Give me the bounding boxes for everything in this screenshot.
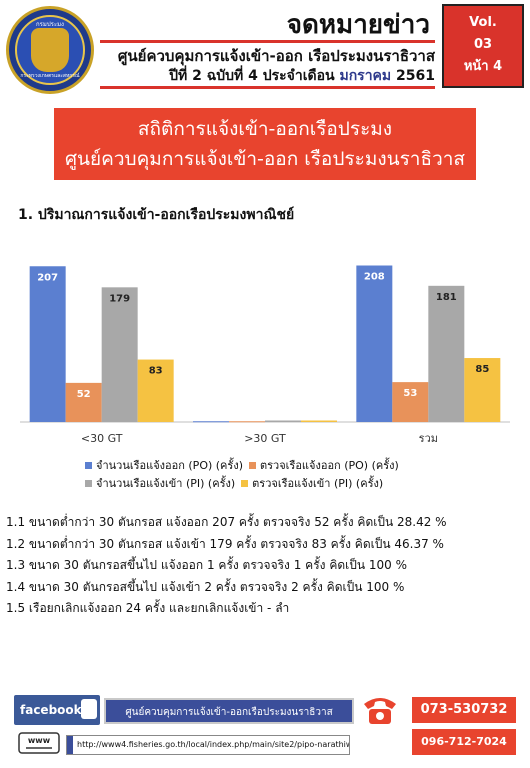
note-item: 1.2 ขนาดต่ำกว่า 30 ตันกรอส แจ้งเข้า 179 … (6, 536, 444, 551)
data-label: 208 (364, 272, 385, 283)
page-number: หน้า 4 (463, 59, 503, 74)
chart-legend: จำนวนเรือแจ้งออก (PO) (ครั้ง) ตรวจเรือแจ้… (85, 456, 465, 492)
data-label: 53 (403, 388, 417, 399)
legend-swatch (85, 461, 92, 469)
bar (301, 420, 337, 422)
issue-year: 2561 (391, 68, 435, 84)
volume-label: Vol. (469, 15, 497, 30)
facebook-page-name[interactable]: ศูนย์ควบคุมการแจ้งเข้า-ออกเรือประมงนราธิ… (104, 698, 354, 724)
logo-text-top: กรมประมง (36, 21, 64, 28)
legend-label: จำนวนเรือแจ้งออก (PO) (ครั้ง) (96, 459, 243, 472)
category-label: <30 GT (81, 432, 123, 445)
note-item: 1.3 ขนาด 30 ตันกรอสขึ้นไป แจ้งออก 1 ครั้… (6, 558, 407, 572)
bar (137, 359, 174, 422)
newsletter-subtitle: ศูนย์ควบคุมการแจ้งเข้า-ออก เรือประมงนราธ… (117, 47, 435, 65)
data-label: 179 (109, 293, 130, 304)
banner-line-2: ศูนย์ควบคุมการแจ้งเข้า-ออก เรือประมงนราธ… (64, 148, 466, 170)
bar (392, 382, 429, 422)
bar-chart: 207 52 179 83 <30 GT >30 GT 208 53 181 85 รวม (20, 265, 510, 445)
legend-item: จำนวนเรือแจ้งออก (PO) (ครั้ง) (85, 456, 243, 474)
legend-swatch (248, 461, 256, 469)
issue-info: ปีที่ 2 ฉบับที่ 4 ประจำเดือน มกราคม 2561 (100, 65, 435, 87)
phone-number-1: 073-530732 (412, 697, 516, 723)
data-label: 85 (475, 364, 489, 375)
seal-icon (31, 28, 69, 72)
department-logo: กรมประมง กระทรวงเกษตรและสหกรณ์ (6, 6, 94, 94)
data-label: 207 (37, 272, 58, 283)
bar (65, 382, 102, 422)
bar (428, 285, 465, 422)
facebook-label: facebook (20, 703, 82, 717)
note-item: 1.1 ขนาดต่ำกว่า 30 ตันกรอส แจ้งออก 207 ค… (6, 515, 447, 529)
legend-swatch (241, 479, 249, 487)
issue-month: มกราคม (339, 68, 392, 84)
note-item: 1.5 เรือยกเลิกแจ้งออก 24 ครั้ง และยกเลิก… (6, 601, 290, 615)
legend-label: ตรวจเรือแจ้งเข้า (PI) (ครั้ง) (252, 477, 384, 490)
bar (464, 358, 501, 422)
legend-item: ตรวจเรือแจ้งออก (PO) (ครั้ง) (248, 456, 399, 474)
bar (101, 287, 138, 422)
legend-item: ตรวจเรือแจ้งเข้า (PI) (ครั้ง) (241, 474, 383, 492)
section-banner: สถิติการแจ้งเข้า-ออกเรือประมง ศูนย์ควบคุ… (54, 108, 476, 180)
banner-line-1: สถิติการแจ้งเข้า-ออกเรือประมง (137, 118, 393, 140)
website-url[interactable]: http://www4.fisheries.go.th/local/index.… (66, 735, 350, 755)
category-label: รวม (419, 432, 438, 445)
bar (356, 265, 393, 422)
legend-item: จำนวนเรือแจ้งเข้า (PI) (ครั้ง) (85, 474, 235, 492)
issue-prefix: ปีที่ 2 ฉบับที่ 4 ประจำเดือน (169, 68, 340, 84)
logo-emblem: กรมประมง กระทรวงเกษตรและสหกรณ์ (15, 15, 85, 85)
facebook-badge[interactable]: facebook (14, 695, 100, 725)
notes-list: 1.1 ขนาดต่ำกว่า 30 ตันกรอส แจ้งออก 207 ค… (6, 512, 447, 620)
data-label: 181 (436, 292, 457, 303)
bar (229, 421, 265, 423)
newsletter-title: จดหมายข่าว (286, 10, 430, 40)
note-item: 1.4 ขนาด 30 ตันกรอสขึ้นไป แจ้งเข้า 2 ครั… (6, 579, 405, 594)
legend-label: ตรวจเรือแจ้งออก (PO) (ครั้ง) (259, 459, 399, 472)
header-divider-bottom (100, 86, 435, 89)
section-heading: 1. ปริมาณการแจ้งเข้า-ออกเรือประมงพาณิชย์ (18, 207, 295, 223)
data-label: 83 (149, 366, 163, 377)
volume-box: Vol. 03 หน้า 4 (442, 4, 524, 88)
legend-swatch (85, 479, 92, 487)
www-icon: www (18, 732, 60, 754)
logo-text-bottom: กระทรวงเกษตรและสหกรณ์ (20, 73, 80, 79)
thumbs-up-icon (81, 699, 97, 719)
svg-text:www: www (28, 736, 51, 745)
data-label: 52 (77, 389, 91, 400)
bar (29, 266, 66, 422)
header-divider-top (100, 40, 435, 43)
phone-icon (364, 698, 396, 724)
legend-label: จำนวนเรือแจ้งเข้า (PI) (ครั้ง) (96, 477, 236, 490)
phone-number-2: 096-712-7024 (412, 729, 516, 755)
bar (265, 420, 301, 422)
volume-number: 03 (473, 37, 493, 52)
category-label: >30 GT (244, 432, 286, 445)
bar (193, 421, 229, 423)
